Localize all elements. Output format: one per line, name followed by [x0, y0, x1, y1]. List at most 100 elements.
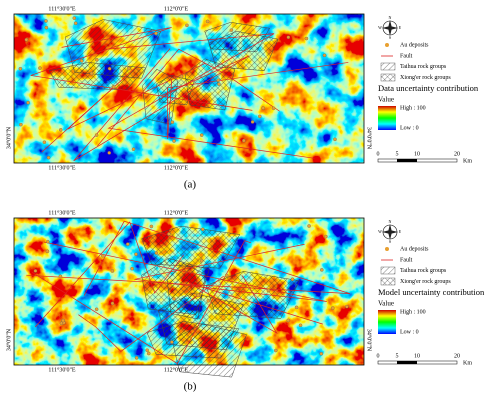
au-deposit [110, 269, 115, 273]
au-deposit [24, 38, 29, 42]
panel-label: (b) [184, 381, 197, 393]
au-deposit [134, 356, 139, 360]
scale-label: 0 [377, 151, 380, 157]
color-ramp [378, 106, 396, 130]
au-deposit [274, 348, 278, 353]
fault [30, 27, 253, 111]
au-deposit [320, 268, 324, 272]
legend-taihua [380, 266, 396, 275]
scale-bar [377, 360, 458, 365]
map-frame [13, 217, 365, 366]
scale-label: 20 [454, 353, 460, 359]
au-deposit [286, 35, 291, 40]
fault [78, 275, 224, 352]
au-deposit [107, 66, 112, 71]
au-deposit [185, 23, 189, 28]
ramp-low: Low : 0 [400, 125, 419, 131]
legend-title: Data uncertainty contribution [378, 83, 479, 93]
fault [41, 62, 206, 153]
au-deposit [42, 140, 47, 144]
au-deposit [333, 137, 337, 142]
au-deposit [59, 128, 63, 132]
au-deposit [199, 133, 204, 137]
au-deposit [201, 227, 205, 232]
fault [106, 33, 315, 159]
scale-label: 5 [396, 353, 399, 359]
scale-label: 5 [396, 151, 399, 157]
au-deposit [94, 307, 99, 312]
au-deposit [79, 59, 84, 63]
compass-letter: S [389, 239, 391, 244]
au-deposit [271, 106, 276, 111]
fault [167, 62, 349, 139]
au-deposit [266, 288, 271, 293]
au-deposit [196, 293, 201, 298]
scale-label: 0 [377, 353, 380, 359]
au-deposit [19, 122, 23, 127]
fault [97, 48, 280, 146]
au-deposit [229, 28, 234, 32]
lon-label-bottom: 112°0'0"E [164, 366, 189, 373]
au-deposit [111, 85, 116, 89]
lat-label: 34°0'0"N [5, 328, 12, 351]
compass-letter: S [389, 35, 391, 40]
legend-item: Taihua rock groups [400, 268, 447, 274]
ramp-high: High : 100 [400, 105, 426, 111]
au-deposit [319, 352, 324, 356]
legend-item: Taihua rock groups [400, 64, 447, 70]
au-deposit [322, 53, 327, 58]
legend-item: Au deposits [400, 42, 429, 48]
scale-bar-seg [397, 159, 417, 162]
au-deposit [134, 252, 138, 256]
xionger-area [141, 225, 241, 269]
fault [31, 240, 252, 365]
compass-letter: N [389, 15, 392, 20]
au-deposit [324, 234, 328, 239]
au-deposit [307, 224, 311, 228]
au-deposit [18, 66, 23, 71]
legend-item: Fault [400, 53, 413, 59]
ramp-low: Low : 0 [400, 329, 419, 335]
au-deposit [205, 19, 210, 24]
au-deposit [95, 57, 99, 62]
au-deposit [261, 106, 265, 110]
au-deposit [38, 66, 42, 70]
legend-au [385, 247, 389, 251]
au-deposit [172, 297, 176, 301]
au-deposit [58, 274, 63, 278]
compass-letter: E [399, 25, 402, 30]
panel-label: (a) [184, 179, 197, 191]
scale-unit: Km [463, 360, 472, 366]
au-deposit [107, 151, 111, 155]
au-deposit [45, 249, 50, 254]
fault [189, 275, 323, 334]
lon-label-top: 112°0'0"E [164, 5, 189, 12]
au-deposit [304, 36, 309, 41]
au-deposit [154, 251, 159, 255]
au-deposit [46, 239, 50, 244]
au-deposit [217, 82, 221, 86]
taihua-area [171, 323, 247, 378]
au-deposit [73, 21, 78, 26]
compass-letter: N [389, 219, 392, 224]
lat-label: 34°0'0"N [366, 329, 373, 352]
au-deposit [206, 299, 211, 303]
au-deposit [250, 120, 255, 124]
compass-letter: E [399, 229, 402, 234]
legend-title: Model uncertainty contribution [378, 287, 485, 297]
lon-label-top: 112°0'0"E [164, 209, 189, 216]
au-deposit [217, 354, 221, 358]
au-deposit [145, 348, 149, 352]
au-deposit [170, 340, 174, 344]
au-deposit [167, 232, 171, 236]
lon-label-bottom: 111°30'0"E [48, 366, 75, 373]
au-deposit [199, 259, 204, 263]
compass-letter: W [378, 25, 382, 30]
au-deposit [146, 351, 151, 356]
compass-star [382, 224, 398, 240]
lon-label-bottom: 112°0'0"E [164, 164, 189, 171]
legend-item: Xiong'er rock groups [400, 75, 451, 81]
au-deposit [72, 16, 77, 20]
au-deposit [126, 66, 131, 71]
